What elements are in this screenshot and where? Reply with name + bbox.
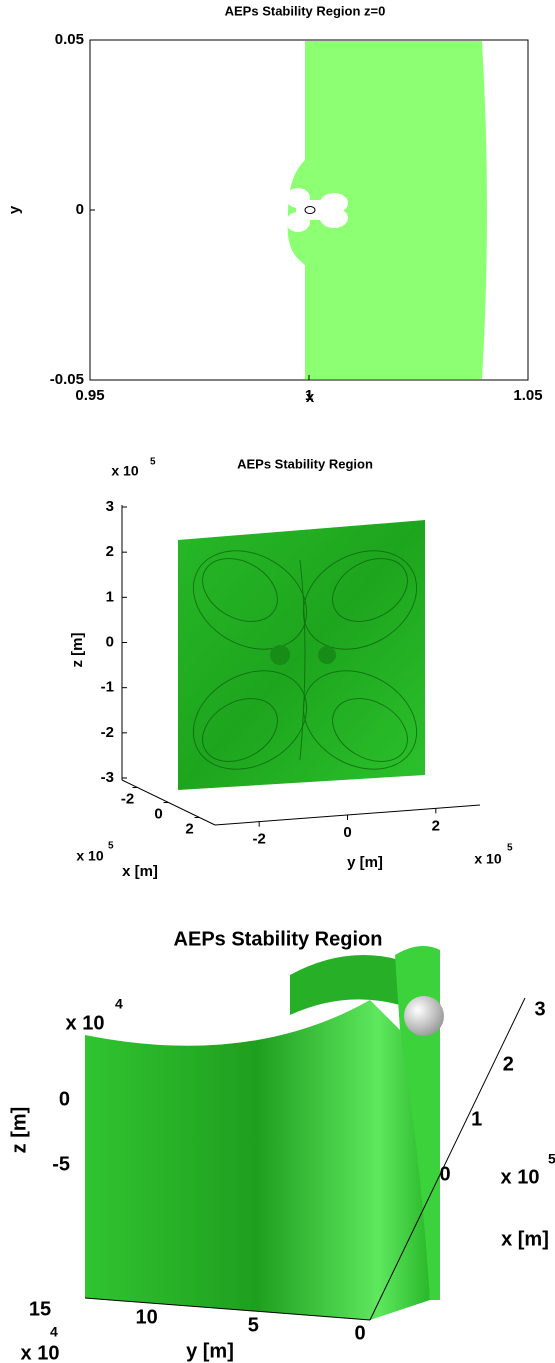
body-marker <box>304 206 316 214</box>
y-label: y <box>6 205 23 214</box>
x-tick-label: 1 <box>471 1108 482 1130</box>
y-tick-label: 2 <box>432 817 440 834</box>
x-label: x [m] <box>501 1228 549 1250</box>
x-exponent: 5 <box>108 841 114 852</box>
x-label: x [m] <box>122 863 158 880</box>
surface <box>290 955 400 1015</box>
x-axis <box>369 997 526 1321</box>
z-multiplier: x 10 <box>111 463 138 479</box>
z-label: z [m] <box>8 1107 30 1154</box>
contours <box>192 550 418 770</box>
z-tick-label: 3 <box>106 498 114 515</box>
y-tick-label: 5 <box>248 1314 259 1336</box>
title: AEPs Stability Region z=0 <box>225 3 386 18</box>
y-tick-label: 10 <box>136 1306 158 1328</box>
y-multiplier: x 10 <box>21 1342 60 1363</box>
y-exponent: 5 <box>507 843 513 854</box>
z-exponent: 4 <box>115 996 123 1012</box>
body <box>318 646 336 664</box>
z-tick-label: -2 <box>101 724 114 741</box>
y-axis <box>84 1297 371 1321</box>
x-tick-label: 2 <box>185 820 193 837</box>
x-tick-label: -2 <box>121 790 134 807</box>
surface <box>85 1000 430 1320</box>
z-tick-label: 0 <box>59 1088 70 1110</box>
z-tick-label: -5 <box>52 1153 70 1175</box>
x-tick-label: 0 <box>154 805 162 822</box>
z-tick-label: 0 <box>106 633 114 650</box>
y-tick-label: 0 <box>76 201 84 218</box>
y-multiplier: x 10 <box>474 851 501 867</box>
y-tick-label: 0 <box>354 1322 365 1344</box>
z-multiplier: x 10 <box>66 1012 105 1034</box>
z-tick-label: 1 <box>106 588 114 605</box>
y-tick-label: 15 <box>29 1298 51 1320</box>
y-tick-label: -0.05 <box>50 371 84 388</box>
title: AEPs Stability Region <box>174 928 383 950</box>
z-exponent: 5 <box>150 457 156 468</box>
y-tick-label: 0 <box>343 824 351 841</box>
y-tick-label: 0.05 <box>55 31 84 48</box>
x-label: x <box>306 389 315 406</box>
y-label: y [m] <box>186 1340 234 1362</box>
z-label: z [m] <box>69 633 86 668</box>
x-tick-label: 1 <box>305 387 313 404</box>
y-label: y [m] <box>347 854 383 871</box>
y-exponent: 4 <box>50 1324 58 1340</box>
z-tick-label: -1 <box>101 679 114 696</box>
x-exponent: 5 <box>548 1151 555 1167</box>
body <box>404 996 444 1036</box>
x-multiplier: x 10 <box>501 1166 540 1188</box>
x-tick-label: 0 <box>439 1163 450 1185</box>
y-tick-label: -2 <box>252 831 265 848</box>
stable-region <box>287 41 487 379</box>
x-tick-label: 0.95 <box>75 387 104 404</box>
x-tick-label: 1.05 <box>513 387 542 404</box>
body <box>270 645 290 665</box>
z-tick-label: 2 <box>106 543 114 560</box>
surface <box>178 520 425 790</box>
z-tick-label: -3 <box>101 769 114 786</box>
x-multiplier: x 10 <box>76 848 103 864</box>
x-tick-label: 3 <box>534 998 545 1020</box>
x-tick-label: 2 <box>503 1053 514 1075</box>
title: AEPs Stability Region <box>237 456 373 471</box>
